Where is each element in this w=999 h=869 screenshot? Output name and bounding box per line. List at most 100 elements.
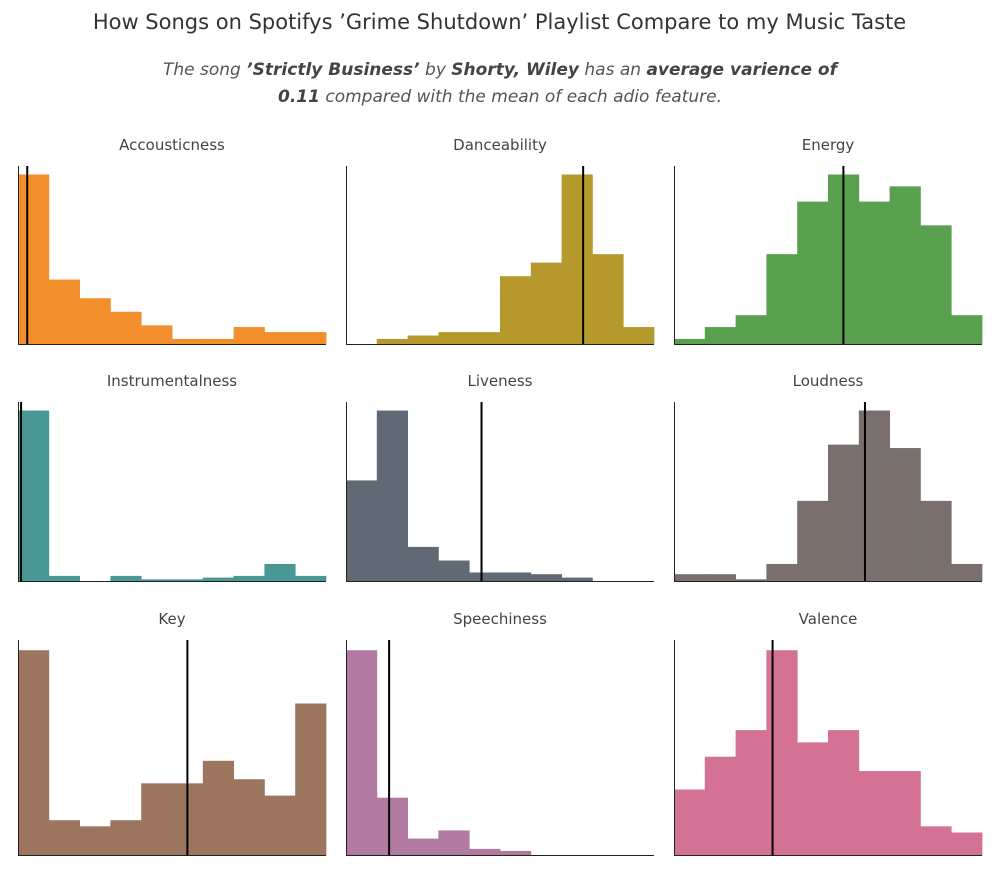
histogram-bar: [704, 756, 736, 855]
histogram-bar: [264, 332, 296, 344]
histogram-bar: [561, 577, 593, 581]
histogram-title: Speechiness: [453, 610, 547, 628]
histogram-bar: [110, 311, 142, 344]
histogram-bar: [951, 315, 983, 344]
histogram-bar: [561, 174, 593, 344]
histogram-bar: [376, 338, 408, 344]
histogram-bar: [407, 335, 439, 344]
histogram-bar: [18, 650, 50, 855]
histogram-bar: [735, 315, 767, 344]
histogram-bar: [346, 480, 378, 581]
histogram-bar: [797, 500, 829, 581]
histogram-bar: [828, 444, 860, 581]
histogram-bar: [623, 327, 655, 344]
subtitle-text-4: compared with the mean of each adio feat…: [319, 87, 722, 107]
histogram-bar: [141, 325, 173, 344]
histogram-bar: [797, 201, 829, 344]
histogram-bar: [704, 327, 736, 344]
histogram-bar: [264, 563, 296, 581]
histogram-bar: [889, 448, 921, 581]
histogram-bar: [951, 832, 983, 855]
subtitle-text-1: The song: [162, 60, 247, 80]
histogram-bar: [920, 225, 952, 344]
histogram-bar: [264, 795, 296, 855]
histogram-bar: [376, 797, 408, 855]
histogram-bar: [438, 830, 470, 855]
histogram-bar: [79, 298, 111, 344]
histogram-bar: [48, 575, 80, 581]
histogram-bar: [674, 338, 706, 344]
histogram-bar: [141, 783, 173, 855]
histogram-bar: [18, 174, 50, 344]
histogram-bar: [407, 546, 439, 581]
histogram-bar: [766, 563, 798, 581]
histogram-bar: [295, 703, 327, 855]
histogram-bar: [828, 730, 860, 855]
histogram-valence: Valence: [674, 610, 983, 856]
histogram-title: Valence: [799, 610, 858, 628]
histogram-bar: [438, 332, 470, 344]
histogram-bar: [889, 186, 921, 344]
histogram-bar: [530, 262, 562, 344]
histogram-bar: [858, 771, 890, 855]
histogram-bar: [797, 742, 829, 855]
histogram-title: Instrumentalness: [107, 372, 237, 390]
histogram-speechiness: Speechiness: [346, 610, 654, 856]
subtitle-artist: Shorty, Wiley: [451, 60, 579, 80]
histogram-bar: [592, 254, 624, 344]
histogram-bar: [858, 410, 890, 581]
histogram-bar: [889, 771, 921, 855]
histogram-bar: [202, 338, 234, 344]
histogram-bar: [202, 577, 234, 581]
subtitle: The song ’Strictly Business’ by Shorty, …: [150, 57, 850, 111]
histogram-bar: [202, 760, 234, 855]
histogram-bar: [376, 410, 408, 581]
histogram-bar: [469, 848, 501, 855]
histogram-bar: [500, 276, 532, 344]
histogram-key: Key: [18, 610, 327, 856]
histogram-bar: [18, 410, 50, 581]
histogram-bar: [530, 574, 562, 581]
histogram-bar: [766, 254, 798, 344]
histogram-bar: [295, 575, 327, 581]
histogram-bar: [407, 838, 439, 855]
histogram-bar: [500, 850, 532, 855]
histogram-bar: [172, 579, 204, 581]
subtitle-song: ’Strictly Business’: [246, 60, 420, 80]
histogram-bar: [233, 575, 265, 581]
histogram-bar: [735, 579, 767, 581]
histogram-title: Loudness: [793, 372, 864, 390]
histogram-bar: [110, 575, 142, 581]
histogram-danceability: Danceability: [346, 136, 655, 345]
histogram-bar: [920, 826, 952, 855]
histogram-title: Key: [158, 610, 185, 628]
histogram-instrumentalness: Instrumentalness: [18, 372, 327, 582]
subtitle-average: average varience of 0.11: [278, 60, 838, 107]
histogram-bar: [79, 826, 111, 855]
histogram-energy: Energy: [674, 136, 983, 345]
histogram-bar: [48, 279, 80, 344]
page-title: How Songs on Spotifys ’Grime Shutdown’ P…: [92, 10, 907, 34]
histogram-bar: [346, 650, 378, 855]
histogram-bar: [920, 500, 952, 581]
histogram-title: Danceability: [453, 136, 547, 154]
histogram-bar: [674, 789, 706, 855]
histogram-bar: [172, 338, 204, 344]
histogram-bar: [674, 574, 706, 581]
histogram-bar: [141, 579, 173, 581]
histogram-accousticness: Accousticness: [18, 136, 327, 345]
histogram-bar: [233, 779, 265, 855]
histogram-bar: [766, 650, 798, 855]
histogram-bar: [233, 327, 265, 344]
histogram-bar: [295, 332, 327, 344]
histogram-bar: [735, 730, 767, 855]
histogram-bar: [704, 574, 736, 581]
histogram-title: Accousticness: [119, 136, 225, 154]
histogram-bar: [48, 820, 80, 855]
histogram-bar: [469, 572, 501, 581]
histogram-bar: [469, 332, 501, 344]
subtitle-text-3: has an: [579, 60, 647, 80]
histogram-title: Energy: [802, 136, 855, 154]
histogram-bar: [500, 572, 532, 581]
histogram-loudness: Loudness: [674, 372, 983, 582]
